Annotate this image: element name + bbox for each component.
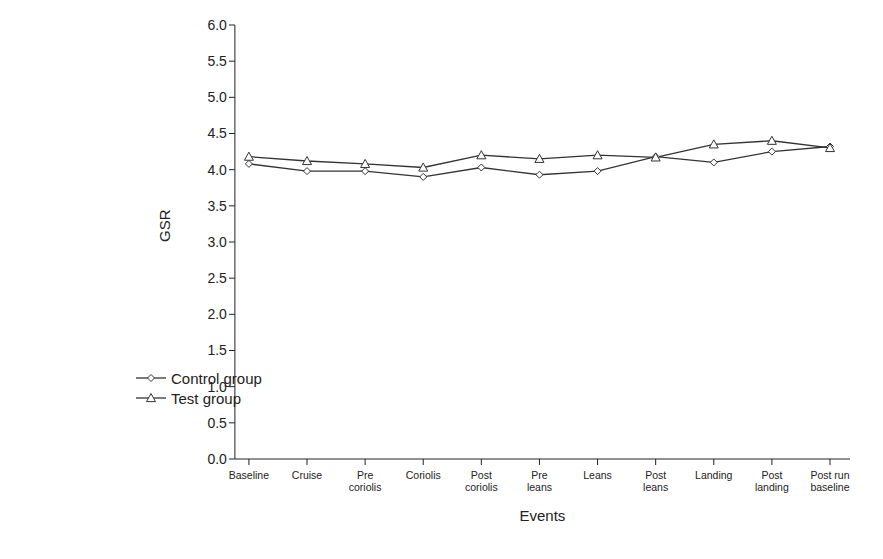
- svg-text:0.5: 0.5: [207, 415, 227, 431]
- svg-text:Cruise: Cruise: [292, 469, 323, 481]
- svg-text:3.5: 3.5: [207, 198, 227, 214]
- svg-text:Preleans: Preleans: [527, 469, 552, 493]
- svg-text:Postlanding: Postlanding: [755, 469, 789, 493]
- svg-text:2.5: 2.5: [207, 270, 227, 286]
- svg-text:Post runbaseline: Post runbaseline: [810, 469, 849, 493]
- svg-text:Coriolis: Coriolis: [406, 469, 441, 481]
- svg-text:2.0: 2.0: [207, 306, 227, 322]
- svg-text:6.0: 6.0: [207, 17, 227, 33]
- svg-text:Postleans: Postleans: [643, 469, 668, 493]
- svg-text:3.0: 3.0: [207, 234, 227, 250]
- svg-text:Postcoriolis: Postcoriolis: [465, 469, 498, 493]
- svg-text:Baseline: Baseline: [229, 469, 269, 481]
- svg-text:4.5: 4.5: [207, 125, 227, 141]
- svg-text:0.0: 0.0: [207, 451, 227, 467]
- svg-text:5.5: 5.5: [207, 53, 227, 69]
- svg-text:Precoriolis: Precoriolis: [349, 469, 382, 493]
- svg-text:5.0: 5.0: [207, 89, 227, 105]
- svg-text:Events: Events: [520, 507, 566, 524]
- svg-text:1.5: 1.5: [207, 342, 227, 358]
- svg-text:GSR: GSR: [156, 209, 173, 242]
- svg-text:4.0: 4.0: [207, 162, 227, 178]
- svg-text:Leans: Leans: [583, 469, 612, 481]
- svg-text:1.0: 1.0: [207, 379, 227, 395]
- svg-text:Landing: Landing: [695, 469, 733, 481]
